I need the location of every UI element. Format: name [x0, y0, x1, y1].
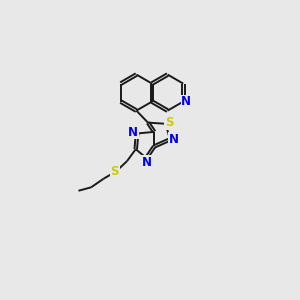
Text: N: N: [181, 95, 191, 108]
Text: N: N: [169, 133, 179, 146]
Text: N: N: [142, 156, 152, 169]
Text: S: S: [165, 116, 173, 129]
Text: N: N: [128, 126, 138, 139]
Text: S: S: [110, 165, 119, 178]
